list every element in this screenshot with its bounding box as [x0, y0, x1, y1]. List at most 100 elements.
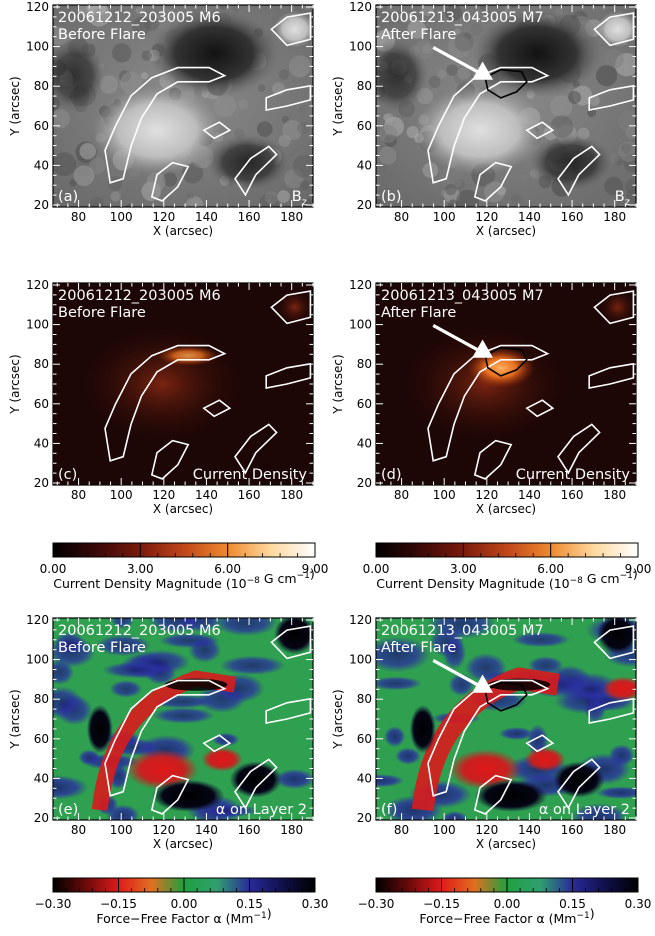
flare-contour — [484, 346, 528, 377]
x-tick-label: 160 — [238, 210, 261, 224]
panel-letter: (d) — [381, 467, 402, 483]
contour — [270, 12, 312, 47]
y-tick-label: 60 — [357, 119, 372, 133]
y-axis-label: Y (arcsec) — [331, 76, 345, 136]
y-axis-label: Y (arcsec) — [8, 76, 22, 136]
panel-title: 20061212_203005 M6 — [58, 623, 221, 639]
x-tick-label: 100 — [110, 488, 133, 502]
y-tick-label: 100 — [26, 653, 49, 667]
panel-letter: (a) — [58, 189, 78, 205]
panel-corner-label: Bz — [292, 189, 307, 208]
colorbar-label: Current Density Magnitude (10−8 G cm−1) — [53, 566, 315, 591]
colorbar-tick-label: 0.15 — [559, 897, 586, 911]
y-tick-label: 20 — [357, 198, 372, 212]
colorbar-tick-label: 9.00 — [302, 562, 329, 576]
y-tick-label: 100 — [349, 653, 372, 667]
x-tick-label: 160 — [238, 488, 261, 502]
y-tick-label: 60 — [357, 397, 372, 411]
x-tick-label: 80 — [71, 210, 86, 224]
contour — [593, 12, 635, 47]
panel-corner-label: Bz — [615, 189, 630, 208]
colorbar-tick-label: −0.15 — [423, 897, 460, 911]
colorbar-tick-label: 6.00 — [537, 562, 564, 576]
panel-title: 20061213_043005 M7 — [381, 288, 544, 304]
panel-title: 20061213_043005 M7 — [381, 623, 544, 639]
colorbar-tick-label: 0.30 — [625, 897, 652, 911]
x-tick-label: 120 — [152, 488, 175, 502]
contour — [525, 121, 555, 140]
colorbar-alpha: −0.30 −0.15 0.00 0.15 0.30 Force−Free Factor … — [35, 877, 328, 926]
y-tick-label: 40 — [34, 771, 49, 785]
x-tick-label: 140 — [518, 488, 541, 502]
colorbar-alpha: −0.30 −0.15 0.00 0.15 0.30 Force−Free Factor … — [358, 877, 652, 926]
flare-contour — [484, 681, 528, 712]
x-tick-label: 100 — [433, 210, 456, 224]
contour — [525, 399, 555, 418]
x-tick-label: 140 — [195, 210, 218, 224]
contour — [593, 625, 635, 660]
x-tick-label: 180 — [280, 823, 303, 837]
colorbar-tick-label: −0.30 — [358, 897, 395, 911]
x-tick-label: 80 — [394, 823, 409, 837]
contour — [588, 84, 635, 111]
x-tick-label: 80 — [394, 210, 409, 224]
flare-contour — [484, 68, 528, 99]
contour — [265, 362, 312, 389]
y-tick-label: 20 — [357, 476, 372, 490]
colorbar-label: Current Density Magnitude (10−8 G cm−1) — [376, 566, 638, 591]
contour — [427, 679, 550, 797]
colorbar-tick-label: 0.00 — [363, 562, 390, 576]
x-axis-label: X (arcsec) — [476, 224, 536, 238]
panel-letter: (b) — [381, 189, 402, 205]
x-axis-label: X (arcsec) — [153, 502, 213, 516]
panel-subtitle: Before Flare — [58, 305, 146, 321]
y-tick-label: 60 — [357, 732, 372, 746]
x-tick-label: 120 — [475, 823, 498, 837]
colorbar-tick-label: 3.00 — [450, 562, 477, 576]
y-tick-label: 80 — [34, 692, 49, 706]
y-tick-label: 40 — [34, 158, 49, 172]
contour — [104, 344, 227, 462]
contour — [104, 66, 227, 184]
x-axis-label: X (arcsec) — [476, 502, 536, 516]
y-tick-label: 80 — [357, 357, 372, 371]
contour — [265, 697, 312, 724]
x-tick-label: 80 — [71, 823, 86, 837]
y-tick-label: 60 — [34, 397, 49, 411]
colorbar-label: Force−Free Factor α (Mm−1) — [419, 906, 594, 926]
x-tick-label: 100 — [433, 488, 456, 502]
x-tick-label: 140 — [195, 488, 218, 502]
y-axis-label: Y (arcsec) — [331, 689, 345, 749]
panel-title: 20061212_203005 M6 — [58, 10, 221, 26]
y-tick-label: 100 — [349, 40, 372, 54]
colorbar-tick-label: 0.00 — [494, 897, 521, 911]
y-tick-label: 20 — [34, 476, 49, 490]
contour — [202, 734, 232, 753]
contour — [557, 145, 601, 197]
colorbar-tick-label: −0.30 — [35, 897, 72, 911]
y-tick-label: 40 — [357, 158, 372, 172]
y-tick-label: 120 — [349, 0, 372, 14]
panel-letter: (f) — [381, 802, 397, 818]
x-tick-label: 140 — [518, 210, 541, 224]
x-tick-label: 160 — [561, 210, 584, 224]
contour — [473, 774, 513, 815]
y-tick-label: 40 — [357, 436, 372, 450]
contour — [265, 84, 312, 111]
y-tick-label: 120 — [26, 613, 49, 627]
colorbar-tick-label: 0.15 — [236, 897, 263, 911]
y-tick-label: 80 — [34, 357, 49, 371]
x-tick-label: 120 — [475, 210, 498, 224]
colorbar-label: Force−Free Factor α (Mm−1) — [96, 906, 271, 926]
contour — [202, 399, 232, 418]
y-tick-label: 20 — [34, 811, 49, 825]
colorbar-tick-label: 0.00 — [40, 562, 67, 576]
panel-subtitle: After Flare — [381, 640, 456, 656]
x-tick-label: 120 — [152, 823, 175, 837]
x-tick-label: 100 — [110, 210, 133, 224]
